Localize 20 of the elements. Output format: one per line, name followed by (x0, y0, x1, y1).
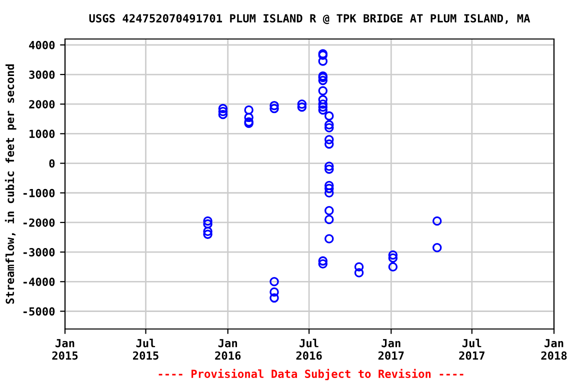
x-tick-label: Jan 2018 (541, 339, 567, 360)
x-tick-label: Jul 2016 (296, 338, 322, 360)
y-tick-label: 0 (49, 159, 55, 168)
y-tick-label: -1000 (23, 188, 55, 198)
x-tick-label: Jul 2017 (459, 338, 484, 360)
y-tick-label: 4000 (29, 40, 55, 50)
y-tick-label: 2000 (29, 100, 55, 108)
y-tick-label: -4000 (23, 278, 55, 286)
x-tick-label: Jan 2017 (378, 339, 404, 360)
y-tick-label: 1000 (30, 130, 55, 138)
y-axis-title: Streamflow, in cubic feet per second (4, 64, 16, 304)
y-tick-label: 3000 (29, 70, 55, 79)
x-tick-label: Jul 2015 (133, 338, 158, 360)
chart-title: USGS 424752070491701 PLUM ISLAND R @ TPK BRIDGE AT PLUM ISLAND, MA (89, 14, 530, 24)
y-tick-label: -5000 (23, 307, 55, 316)
text: ---- Provisional Data Subject to Revision ---- (158, 368, 464, 380)
x-tick-label: Jan 2016 (215, 339, 241, 360)
x-tick-label: Jan 2015 (52, 339, 78, 360)
y-tick-label: -2000 (23, 218, 55, 227)
y-tick-label: -3000 (23, 248, 55, 256)
